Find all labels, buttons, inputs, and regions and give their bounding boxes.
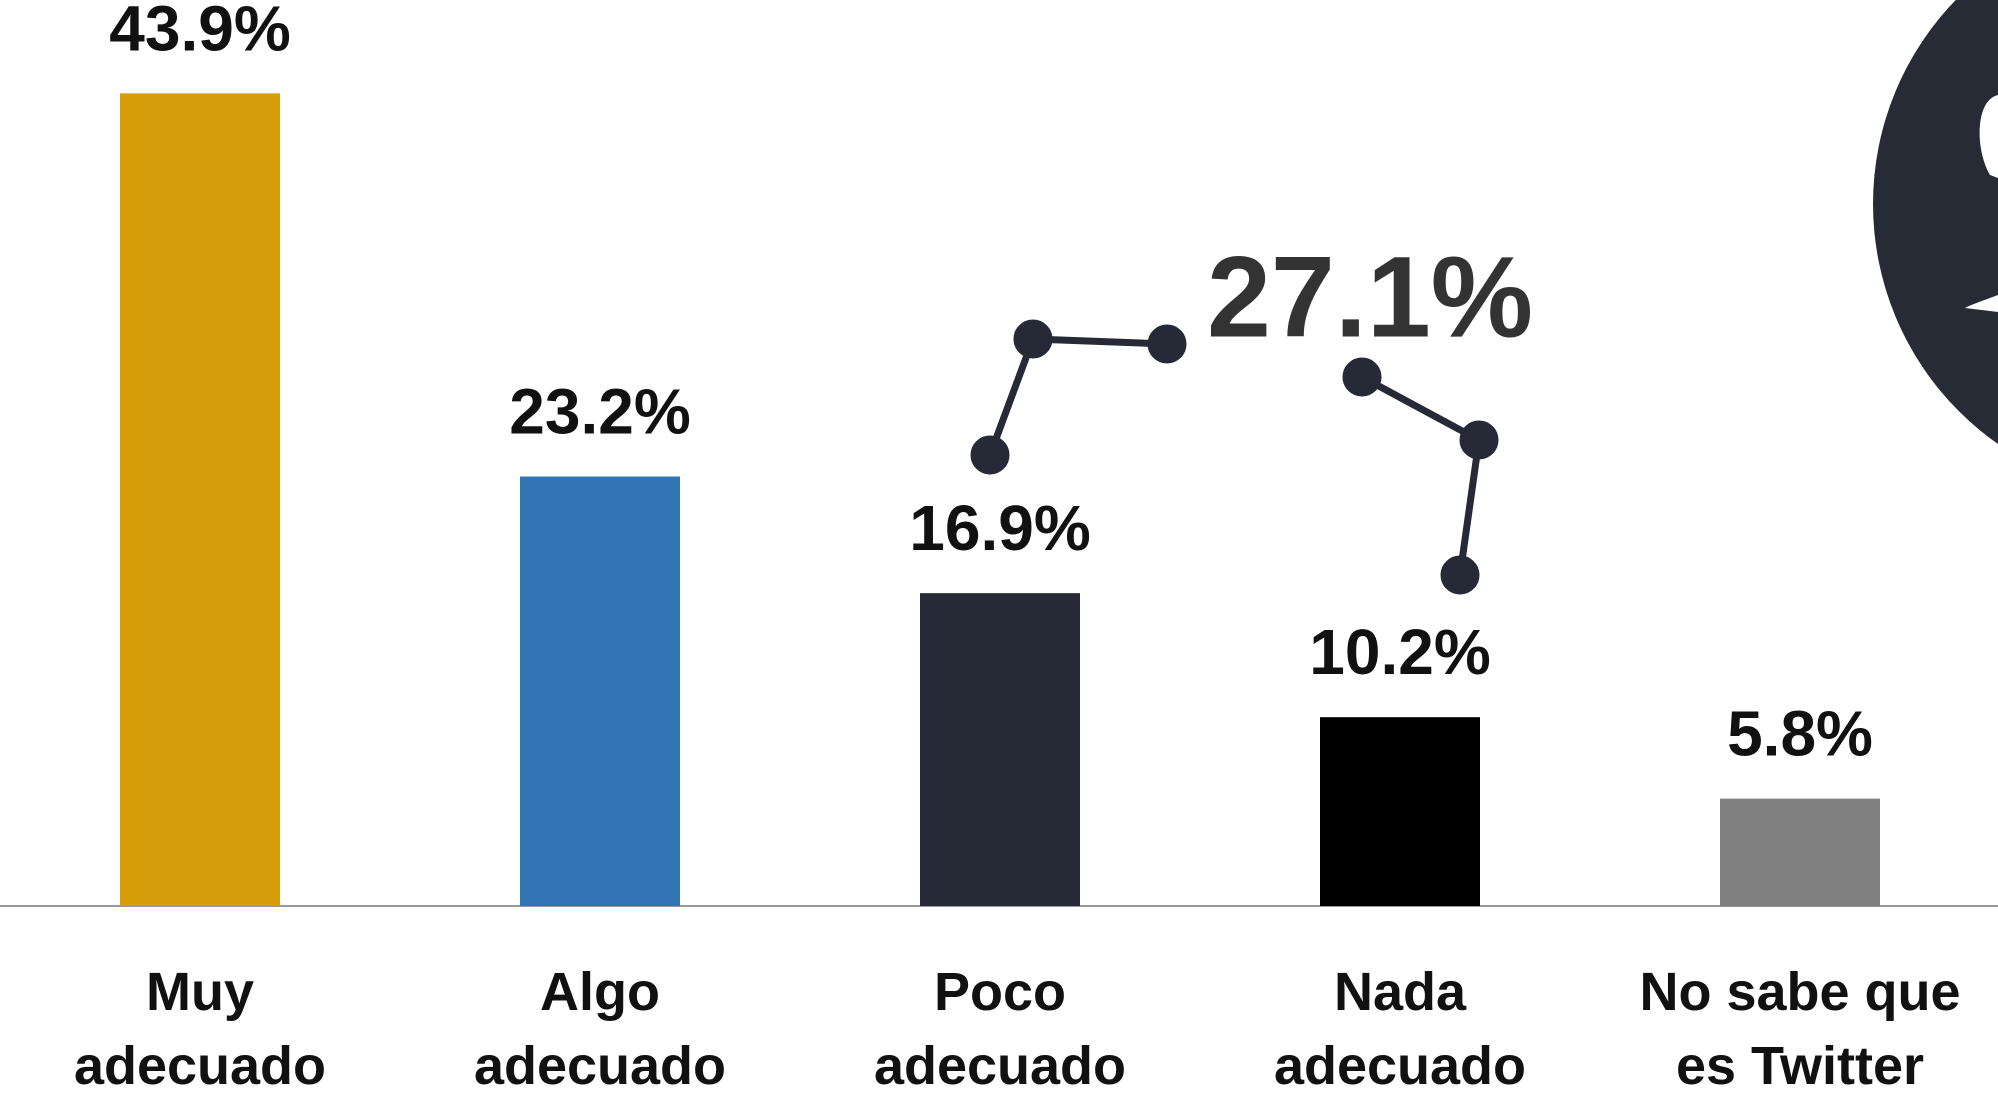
bar xyxy=(520,476,680,906)
value-label: 10.2% xyxy=(1309,616,1490,688)
value-label: 43.9% xyxy=(109,0,290,64)
connector-dot xyxy=(970,435,1010,475)
connector-dot xyxy=(1342,357,1382,397)
x-tick-label: Algo adecuado xyxy=(473,962,727,1095)
connector-line xyxy=(986,335,1168,457)
bar xyxy=(120,93,280,906)
annotation: 27.1% xyxy=(1207,233,1533,361)
connector-line xyxy=(1360,373,1483,576)
connector-dot xyxy=(1147,324,1187,364)
value-label: 23.2% xyxy=(509,375,690,447)
connector-dot xyxy=(1459,420,1499,460)
connector xyxy=(970,319,1499,595)
x-tick-label: Nada adecuado xyxy=(1273,962,1527,1095)
connector-dot xyxy=(1440,555,1480,595)
x-tick-label: Poco adecuado xyxy=(873,962,1127,1095)
decoration xyxy=(1873,0,1998,445)
logo-circle xyxy=(1873,0,1998,445)
bar xyxy=(1320,717,1480,906)
value-label: 16.9% xyxy=(909,492,1090,564)
value-label: 5.8% xyxy=(1727,698,1873,770)
x-tick-label: Muy adecuado xyxy=(73,962,327,1095)
x-tick-label: No sabe que es Twitter xyxy=(1639,962,1961,1095)
logo-bird xyxy=(1979,95,1998,178)
logo-bird xyxy=(1965,295,1998,312)
connector-dot xyxy=(1013,319,1053,359)
bar xyxy=(920,593,1080,906)
bar xyxy=(1720,798,1880,906)
